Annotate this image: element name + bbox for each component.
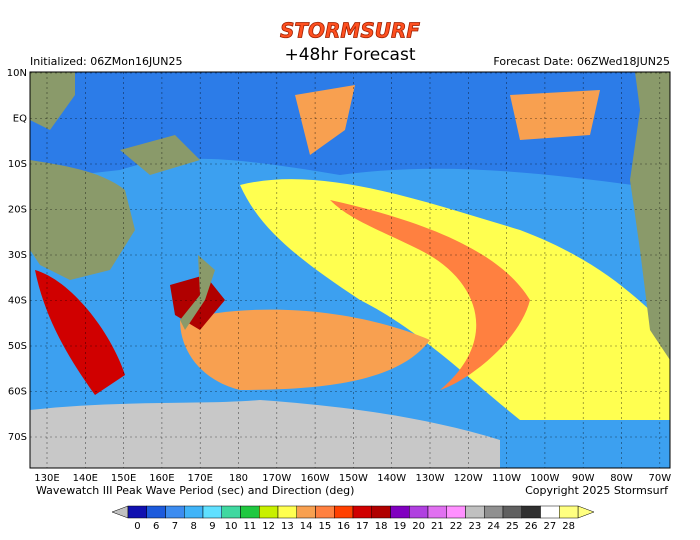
caption: Wavewatch III Peak Wave Period (sec) and… [36,484,354,497]
colorbar-swatch [259,505,279,519]
colorbar-swatch [352,505,372,519]
colorbar-swatch [296,505,316,519]
lon-label: 170W [262,473,291,484]
colorbar-label: 0 [134,521,140,532]
colorbar-swatch [465,505,485,519]
colorbar-swatch [427,505,447,519]
colorbar-label: 10 [225,521,238,532]
new-zealand [180,255,215,330]
lat-label: 10S [8,159,27,170]
ne-swell [510,90,600,140]
swell-core [330,200,530,390]
colorbar-swatch [334,505,354,519]
lat-label: 10N [7,68,27,79]
colorbar-label: 8 [190,521,196,532]
graticule: 10N EQ 10S 20S 30S 40S 50S 60S 70S 130E 140E 150E 16… [7,68,671,484]
colorbar-label: 17 [356,521,369,532]
antarctica [30,400,500,468]
north-swell [295,85,355,155]
lon-label: 150W [339,473,368,484]
colorbar-swatch [371,505,391,519]
lon-label: 110W [492,473,521,484]
lon-label: 70W [648,473,671,484]
lat-label: 60S [8,387,27,398]
colorbar-swatch [184,505,204,519]
lon-label: 130E [34,473,59,484]
lat-label: 40S [8,296,27,307]
colorbar-label: 19 [394,521,407,532]
copyright: Copyright 2025 Stormsurf [525,484,669,497]
lon-label: 140E [73,473,98,484]
colorbar-swatch [559,505,579,519]
colorbar-swatch [446,505,466,519]
initialized: Initialized: 06ZMon16JUN25 [30,55,182,68]
colorbar-swatch [146,505,166,519]
colorbar-label: 13 [281,521,294,532]
lat-label: 70S [8,432,27,443]
colorbar-label: 28 [562,521,575,532]
colorbar-swatch [390,505,410,519]
lon-label: 170E [187,473,212,484]
colorbar-label: 20 [412,521,425,532]
lon-label: 180 [229,473,248,484]
lon-label: 150E [111,473,136,484]
colorbar-swatch [277,505,297,519]
colorbar-label: 9 [209,521,215,532]
colorbar-label: 15 [319,521,332,532]
lon-label: 80W [610,473,633,484]
lon-label: 140W [377,473,406,484]
lon-label: 160W [301,473,330,484]
colorbar-swatch [521,505,541,519]
colorbar-swatch [165,505,185,519]
colorbar-label: 14 [300,521,313,532]
lon-label: 160E [149,473,174,484]
colorbar-label: 6 [153,521,159,532]
colorbar: 0 6 7 8 9 10 11 12 13 14 15 16 17 18 19 20 21 22 23 24 25 26 2… [111,505,595,532]
storm-swell [180,309,430,390]
forecast-date: Forecast Date: 06ZWed18JUN25 [493,55,670,68]
colorbar-label: 16 [337,521,350,532]
colorbar-swatch [221,505,241,519]
lon-label: 120W [454,473,483,484]
lat-label: 50S [8,341,27,352]
title: +48hr Forecast [285,45,416,65]
map-frame [29,71,671,469]
colorbar-label: 23 [469,521,482,532]
colorbar-label: 24 [487,521,500,532]
brand: STORMSURF [280,19,420,43]
tropical-swell [30,72,670,190]
colorbar-label: 12 [262,521,275,532]
map [29,71,671,469]
colorbar-label: 25 [506,521,519,532]
colorbar-arrow-left [111,505,129,519]
swell-band [240,179,670,420]
colorbar-swatch [127,505,147,519]
colorbar-label: 26 [525,521,538,532]
tasman-swell [35,270,125,395]
colorbar-swatch [409,505,429,519]
colorbar-label: 7 [172,521,178,532]
colorbar-label: 22 [450,521,463,532]
colorbar-swatch [315,505,335,519]
colorbar-swatch [202,505,222,519]
colorbar-label: 18 [375,521,388,532]
colorbar-arrow-right [577,505,595,519]
colorbar-label: 21 [431,521,444,532]
colorbar-swatch [540,505,560,519]
lat-label: 30S [8,250,27,261]
lat-label: 20S [8,205,27,216]
colorbar-swatch [484,505,504,519]
colorbar-swatch [502,505,522,519]
land [30,72,200,175]
lon-label: 130W [416,473,445,484]
lat-label: EQ [13,114,27,125]
lon-label: 100W [530,473,559,484]
colorbar-label: 27 [544,521,557,532]
australia [30,160,135,280]
colorbar-label: 11 [244,521,257,532]
colorbar-swatch [240,505,260,519]
lon-label: 90W [572,473,595,484]
